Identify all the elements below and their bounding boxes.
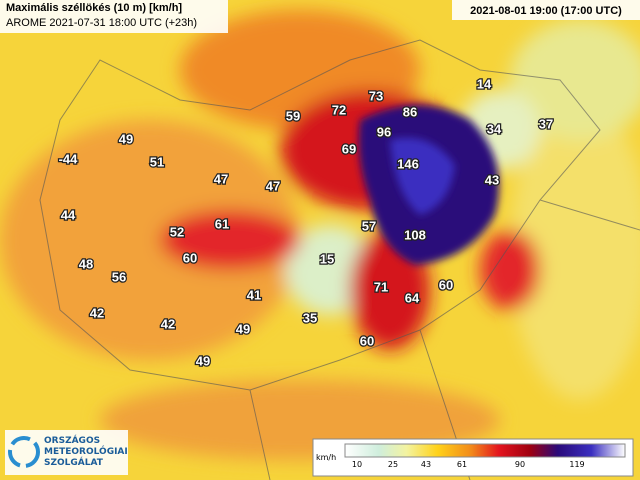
wind-label: 35 [303,310,317,325]
wind-label: 15 [320,251,334,266]
wind-label: 41 [247,287,261,302]
wind-label: 47 [214,171,228,186]
legend-tick-label: 10 [352,460,362,469]
wind-label: 60 [439,277,453,292]
wind-label: 86 [403,104,417,119]
wind-label: 49 [196,353,210,368]
wind-label: 60 [183,250,197,265]
wind-label: 73 [369,88,383,103]
header: Maximális széllökés (10 m) [km/h] AROME … [0,0,640,33]
legend-tick-label: 43 [421,460,431,469]
legend-unit: km/h [316,453,336,462]
wind-label: 69 [342,141,356,156]
wind-label: 34 [487,121,502,136]
legend-tick-label: 90 [515,460,525,469]
subtitle: AROME 2021-07-31 18:00 UTC (+23h) [6,17,197,29]
logo-line: METEOROLÓGIAI [44,445,128,457]
wind-label: 108 [404,227,426,242]
wind-label: 49 [119,131,133,146]
wind-label: 64 [405,290,420,305]
wind-label: 52 [170,224,184,239]
wind-label: 44 [61,207,76,222]
wind-label: 43 [485,172,499,187]
title: Maximális széllökés (10 m) [km/h] [6,2,182,14]
wind-label: 51 [150,154,164,169]
wind-label: 37 [539,116,553,131]
legend-tick-label: 119 [569,460,584,469]
wind-label: 71 [374,279,388,294]
wind-label: -44 [59,151,79,166]
logo-line: SZOLGÁLAT [44,456,104,468]
wind-label: 60 [360,333,374,348]
wind-label: 96 [377,124,391,139]
logo: ORSZÁGOS METEOROLÓGIAI SZOLGÁLAT [5,430,128,475]
wind-label: 56 [112,269,126,284]
valid-time: 2021-08-01 19:00 (17:00 UTC) [470,5,622,17]
legend: km/h 10 25 43 61 90 119 [312,438,634,477]
wind-label: 49 [236,321,250,336]
legend-tick-label: 25 [388,460,398,469]
legend-tick-label: 61 [457,460,467,469]
wind-label: 42 [90,305,104,320]
wind-labels: 73 86 14 59 72 96 34 37 49 69 146 51 -44 47 47 43 44 61 57… [57,75,554,370]
logo-line: ORSZÁGOS [44,434,100,446]
wind-label: 47 [266,178,280,193]
wind-label: 72 [332,102,346,117]
wind-label: 59 [286,108,300,123]
wind-label: 57 [362,218,376,233]
wind-label: 14 [477,76,492,91]
wind-label: 48 [79,256,93,271]
wind-label: 61 [215,216,229,231]
wind-label: 146 [397,156,419,171]
wind-label: 42 [161,316,175,331]
